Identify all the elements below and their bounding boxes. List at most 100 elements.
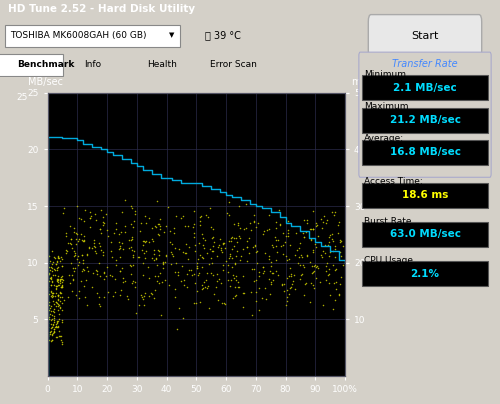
Text: Benchmark: Benchmark [18, 60, 75, 69]
Point [104, 233, 112, 239]
Point [304, 220, 312, 226]
Point [196, 221, 204, 228]
Point [286, 285, 294, 292]
Point [46, 267, 54, 273]
Point [220, 241, 228, 247]
Point [250, 266, 258, 272]
Point [121, 278, 129, 284]
Point [58, 339, 66, 345]
Point [214, 244, 222, 250]
Point [50, 326, 58, 332]
Point [160, 259, 168, 265]
Point [252, 242, 260, 249]
Point [97, 247, 105, 253]
Point [93, 271, 101, 277]
Point [80, 267, 88, 273]
Point [52, 320, 60, 327]
Point [166, 228, 174, 234]
Bar [362, 140, 488, 165]
Point [72, 256, 80, 263]
Point [62, 247, 70, 253]
Point [50, 293, 58, 299]
Point [330, 208, 338, 215]
Point [208, 260, 216, 266]
Point [170, 229, 178, 236]
Point [246, 288, 254, 295]
Point [70, 248, 78, 254]
Point [340, 242, 347, 249]
Point [272, 225, 280, 231]
Point [50, 266, 58, 272]
Point [64, 240, 72, 246]
Point [72, 241, 80, 247]
Point [260, 228, 268, 234]
Point [243, 244, 251, 250]
Point [212, 284, 220, 290]
Point [118, 265, 126, 271]
Point [318, 254, 326, 261]
Point [309, 282, 317, 288]
Point [126, 262, 134, 269]
Point [294, 260, 302, 267]
Point [121, 223, 129, 229]
Point [118, 287, 126, 293]
Point [44, 284, 52, 290]
Point [181, 250, 189, 256]
Point [282, 275, 290, 282]
Point [184, 222, 192, 229]
Point [310, 263, 318, 269]
Point [279, 230, 287, 237]
Point [313, 262, 321, 269]
Point [118, 209, 126, 216]
Point [316, 216, 324, 222]
Point [54, 328, 62, 335]
Point [154, 252, 162, 259]
Point [54, 292, 62, 299]
Point [141, 239, 149, 245]
Point [328, 261, 336, 268]
Point [190, 207, 198, 214]
Point [134, 254, 142, 261]
Point [156, 232, 164, 238]
Point [154, 198, 162, 204]
Point [70, 250, 78, 256]
Point [242, 201, 250, 208]
Point [56, 276, 64, 282]
Point [80, 237, 88, 244]
Point [274, 249, 281, 256]
Point [67, 236, 75, 242]
Point [204, 214, 212, 221]
Point [286, 265, 294, 271]
Point [256, 284, 264, 291]
Point [54, 297, 62, 303]
Point [171, 294, 179, 300]
Point [156, 279, 164, 286]
Point [208, 234, 216, 241]
Point [128, 234, 136, 240]
Point [77, 216, 85, 222]
Point [93, 290, 101, 296]
Point [230, 275, 238, 282]
Point [48, 265, 56, 271]
Point [268, 241, 276, 248]
Text: Burst Rate: Burst Rate [364, 217, 412, 225]
Point [56, 289, 64, 296]
Point [225, 212, 233, 218]
Point [87, 213, 95, 219]
Point [80, 260, 88, 267]
Point [149, 238, 157, 245]
Point [238, 246, 246, 252]
Point [235, 203, 243, 210]
Point [300, 234, 308, 240]
Point [86, 244, 94, 251]
Point [131, 284, 139, 290]
Point [147, 290, 155, 297]
Point [325, 280, 333, 287]
Point [203, 250, 211, 256]
Point [130, 254, 138, 261]
Point [162, 253, 170, 259]
Point [75, 288, 83, 295]
Point [76, 231, 84, 238]
Point [330, 297, 338, 303]
Point [54, 276, 62, 282]
